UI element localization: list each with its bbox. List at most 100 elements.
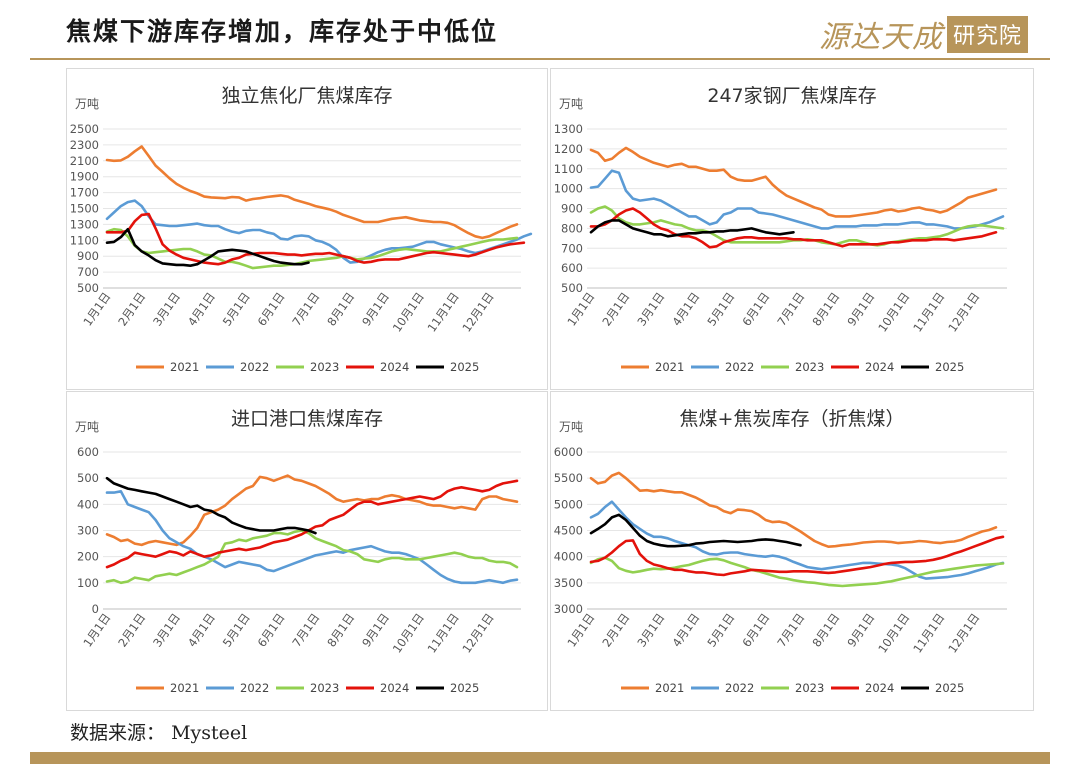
x-tick-label: 4月1日 bbox=[669, 290, 702, 329]
x-tick-label: 4月1日 bbox=[669, 611, 702, 650]
data-source: 数据来源： Mysteel bbox=[70, 718, 247, 745]
y-tick-label: 3500 bbox=[554, 576, 583, 590]
series-line-2023 bbox=[105, 529, 519, 585]
data-source-label: 数据来源： bbox=[70, 722, 166, 744]
y-tick-label: 1300 bbox=[554, 122, 583, 136]
y-tick-label: 700 bbox=[561, 241, 583, 255]
y-tick-label: 700 bbox=[77, 265, 99, 279]
x-tick-label: 8月1日 bbox=[809, 611, 842, 650]
x-tick-label: 9月1日 bbox=[359, 290, 392, 329]
chart-title: 247家钢厂焦煤库存 bbox=[707, 85, 876, 107]
brand-name: 源达天成 bbox=[818, 20, 943, 55]
y-tick-label: 0 bbox=[92, 602, 99, 616]
x-tick-label: 2月1日 bbox=[599, 290, 632, 329]
y-tick-label: 5000 bbox=[554, 497, 583, 511]
x-tick-label: 7月1日 bbox=[774, 611, 807, 650]
y-tick-label: 2500 bbox=[70, 122, 99, 136]
legend-label-2023: 2023 bbox=[795, 681, 824, 695]
y-tick-label: 2100 bbox=[70, 154, 99, 168]
page-header: 焦煤下游库存增加，库存处于中低位 源达天成 研究院 bbox=[0, 0, 1080, 60]
x-tick-label: 8月1日 bbox=[809, 290, 842, 329]
series-line-2021 bbox=[589, 146, 998, 218]
y-axis-unit: 万吨 bbox=[559, 97, 583, 111]
x-tick-label: 12月1日 bbox=[945, 611, 982, 656]
x-tick-label: 12月1日 bbox=[459, 611, 496, 656]
y-tick-label: 4500 bbox=[554, 524, 583, 538]
x-tick-label: 3月1日 bbox=[150, 290, 183, 329]
x-tick-label: 3月1日 bbox=[634, 290, 667, 329]
chart-panel-coal-coke-total: 焦煤+焦炭库存（折焦煤） 万吨 3000 3500 4000 4500 5000 5500 60… bbox=[550, 391, 1034, 711]
chart-panel-coking-plant: 独立焦化厂焦煤库存 万吨 500 700 900 1100 1300 1500 1700 1900… bbox=[66, 68, 548, 390]
legend-label-2025: 2025 bbox=[450, 360, 479, 374]
x-tick-label: 11月1日 bbox=[425, 290, 462, 335]
legend-label-2022: 2022 bbox=[725, 360, 754, 374]
page-title: 焦煤下游库存增加，库存处于中低位 bbox=[66, 17, 499, 46]
x-tick-label: 7月1日 bbox=[289, 611, 322, 650]
y-tick-label: 1100 bbox=[70, 233, 99, 247]
series-line-2023 bbox=[589, 556, 1005, 588]
y-tick-label: 1900 bbox=[70, 170, 99, 184]
series-line-2024 bbox=[589, 535, 1005, 577]
x-tick-label: 1月1日 bbox=[80, 611, 113, 650]
chart-panel-steel-mills: 247家钢厂焦煤库存 万吨 500 600 700 800 900 1000 1100 1200 1… bbox=[550, 68, 1034, 390]
y-tick-label: 1200 bbox=[554, 142, 583, 156]
y-tick-label: 400 bbox=[77, 497, 99, 511]
x-tick-label: 3月1日 bbox=[634, 611, 667, 650]
y-tick-label: 5500 bbox=[554, 471, 583, 485]
legend-label-2023: 2023 bbox=[795, 360, 824, 374]
y-tick-label: 900 bbox=[77, 249, 99, 263]
legend-label-2025: 2025 bbox=[450, 681, 479, 695]
legend-label-2023: 2023 bbox=[310, 681, 339, 695]
x-tick-label: 5月1日 bbox=[220, 611, 253, 650]
brand-box: 研究院 bbox=[946, 15, 1028, 53]
x-tick-label: 1月1日 bbox=[80, 290, 113, 329]
legend-label-2021: 2021 bbox=[170, 360, 199, 374]
brand-logo: 源达天成 研究院 bbox=[819, 12, 1028, 56]
data-source-value: Mysteel bbox=[171, 722, 248, 744]
y-axis-unit: 万吨 bbox=[75, 97, 99, 111]
x-tick-label: 6月1日 bbox=[255, 611, 288, 650]
legend-label-2024: 2024 bbox=[865, 681, 894, 695]
y-tick-label: 6000 bbox=[554, 445, 583, 459]
chart-title: 进口港口焦煤库存 bbox=[231, 408, 383, 430]
legend-label-2025: 2025 bbox=[935, 681, 964, 695]
series-line-2025 bbox=[105, 476, 317, 535]
series-line-2022 bbox=[105, 199, 533, 264]
x-tick-label: 2月1日 bbox=[115, 611, 148, 650]
x-tick-label: 11月1日 bbox=[910, 611, 947, 656]
legend-label-2021: 2021 bbox=[170, 681, 199, 695]
series-line-2021 bbox=[105, 474, 519, 547]
y-tick-label: 1500 bbox=[70, 202, 99, 216]
legend-label-2025: 2025 bbox=[935, 360, 964, 374]
x-tick-label: 2月1日 bbox=[599, 611, 632, 650]
header-divider bbox=[30, 58, 1050, 60]
x-tick-label: 4月1日 bbox=[185, 611, 218, 650]
series-line-2025 bbox=[105, 227, 310, 267]
y-tick-label: 600 bbox=[77, 445, 99, 459]
series-line-2024 bbox=[589, 207, 998, 249]
x-tick-label: 7月1日 bbox=[289, 290, 322, 329]
y-axis-unit: 万吨 bbox=[559, 420, 583, 434]
y-tick-label: 1700 bbox=[70, 186, 99, 200]
y-tick-label: 300 bbox=[77, 524, 99, 538]
x-tick-label: 11月1日 bbox=[910, 290, 947, 335]
x-tick-label: 10月1日 bbox=[875, 611, 912, 656]
x-tick-label: 6月1日 bbox=[255, 290, 288, 329]
x-tick-label: 11月1日 bbox=[425, 611, 462, 656]
x-tick-label: 6月1日 bbox=[739, 290, 772, 329]
legend-label-2022: 2022 bbox=[725, 681, 754, 695]
x-tick-label: 4月1日 bbox=[185, 290, 218, 329]
series-line-2022 bbox=[105, 490, 519, 585]
y-tick-label: 1000 bbox=[554, 182, 583, 196]
y-tick-label: 4000 bbox=[554, 550, 583, 564]
x-tick-label: 2月1日 bbox=[115, 290, 148, 329]
series-line-2023 bbox=[105, 227, 519, 270]
legend-label-2024: 2024 bbox=[865, 360, 894, 374]
x-tick-label: 12月1日 bbox=[945, 290, 982, 335]
x-tick-label: 1月1日 bbox=[564, 611, 597, 650]
series-line-2021 bbox=[589, 471, 998, 548]
x-tick-label: 9月1日 bbox=[359, 611, 392, 650]
